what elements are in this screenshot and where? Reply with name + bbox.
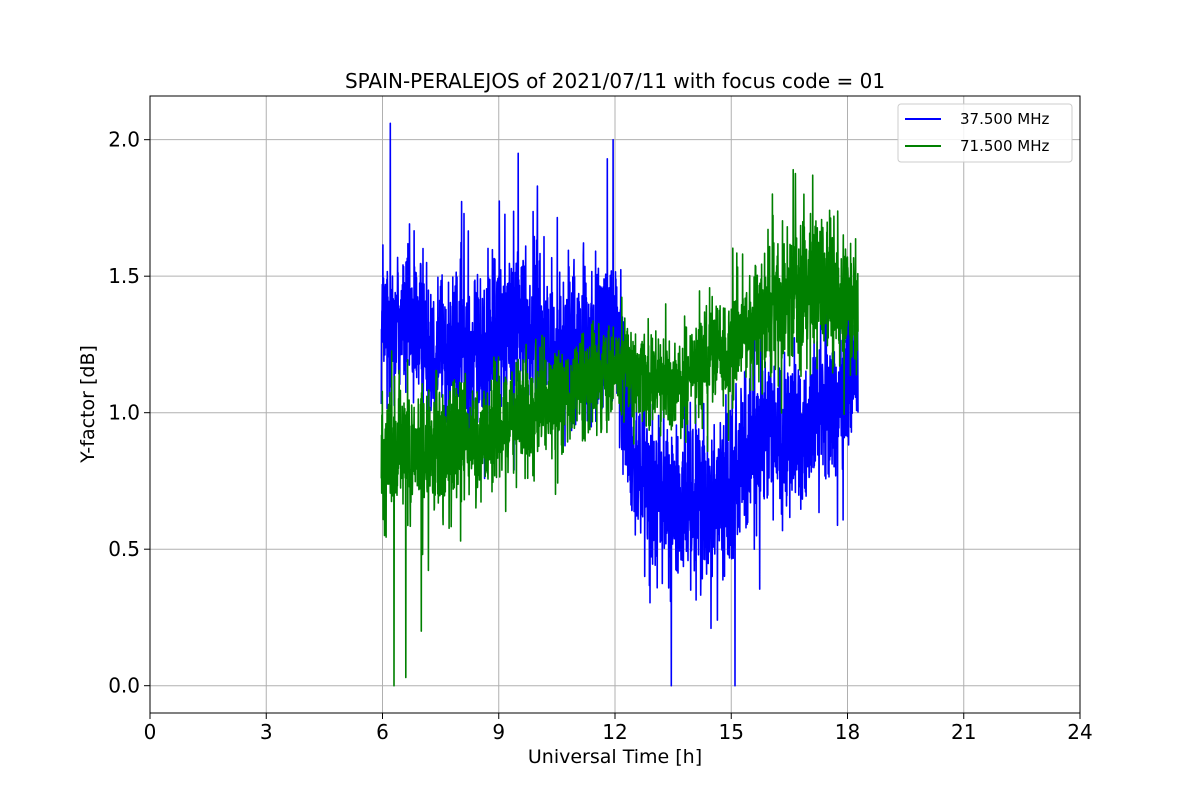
legend: 37.500 MHz 71.500 MHz: [897, 103, 1073, 163]
x-tick-label: 3: [260, 720, 273, 744]
y-tick-label: 1.5: [108, 264, 140, 288]
legend-label-71-5-mhz: 71.500 MHz: [960, 137, 1049, 155]
series-layer: [380, 122, 859, 687]
y-tick-label: 2.0: [108, 128, 140, 152]
x-tick-label: 9: [492, 720, 505, 744]
x-tick-label: 21: [951, 720, 976, 744]
x-tick-label: 12: [602, 720, 627, 744]
y-tick-label: 0.0: [108, 674, 140, 698]
x-tick-label: 15: [719, 720, 744, 744]
x-axis-label: Universal Time [h]: [528, 746, 702, 768]
legend-label-37-5-mhz: 37.500 MHz: [960, 110, 1049, 128]
legend-box: [897, 103, 1073, 163]
x-tick-label: 24: [1067, 720, 1092, 744]
y-tick-label: 0.5: [108, 537, 140, 561]
y-ticks: 0.0 0.5 1.0 1.5 2.0: [108, 128, 150, 698]
y-axis-label: Y-factor [dB]: [77, 345, 99, 464]
x-ticks: 0 3 6 9 12 15 18 21 24: [144, 713, 1093, 744]
series-line-37-5-mhz: [380, 122, 859, 687]
y-tick-label: 1.0: [108, 401, 140, 425]
series-line-71-5-mhz: [380, 168, 859, 687]
x-tick-label: 6: [376, 720, 389, 744]
x-tick-label: 18: [835, 720, 860, 744]
x-tick-label: 0: [144, 720, 157, 744]
chart-title: SPAIN-PERALEJOS of 2021/07/11 with focus…: [345, 69, 885, 93]
